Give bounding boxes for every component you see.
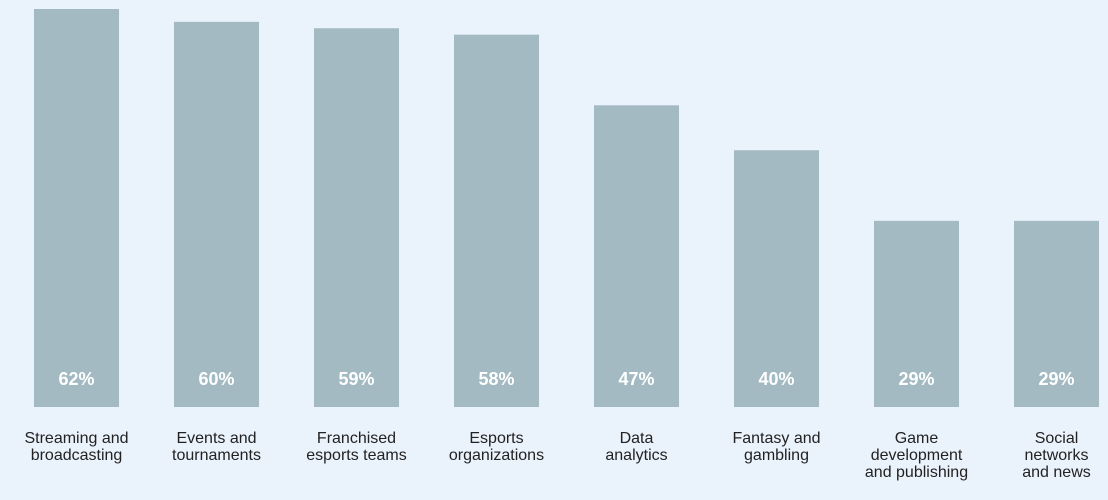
value-label: 47% — [618, 369, 654, 389]
bar — [734, 150, 819, 407]
category-label: Game development and publishing — [864, 430, 969, 481]
bar — [594, 105, 679, 408]
value-label: 60% — [198, 369, 234, 389]
category-label: Esports organizations — [448, 430, 545, 464]
bar — [1014, 220, 1099, 407]
bar — [454, 34, 539, 407]
bar — [314, 28, 399, 408]
category-label: Fantasy and gambling — [732, 430, 821, 464]
category-label: Events and tournaments — [172, 430, 261, 464]
value-label: 58% — [478, 369, 514, 389]
value-label: 29% — [1038, 369, 1074, 389]
bar — [34, 9, 119, 407]
bar — [174, 21, 259, 407]
category-label: Streaming and broadcasting — [24, 430, 129, 464]
category-label: Social networks and news — [1022, 430, 1091, 481]
value-label: 59% — [338, 369, 374, 389]
bar — [874, 220, 959, 407]
value-label: 40% — [758, 369, 794, 389]
category-label: Franchised esports teams — [306, 430, 407, 464]
category-label: Data analytics — [605, 430, 668, 464]
value-label: 29% — [898, 369, 934, 389]
value-label: 62% — [58, 369, 94, 389]
